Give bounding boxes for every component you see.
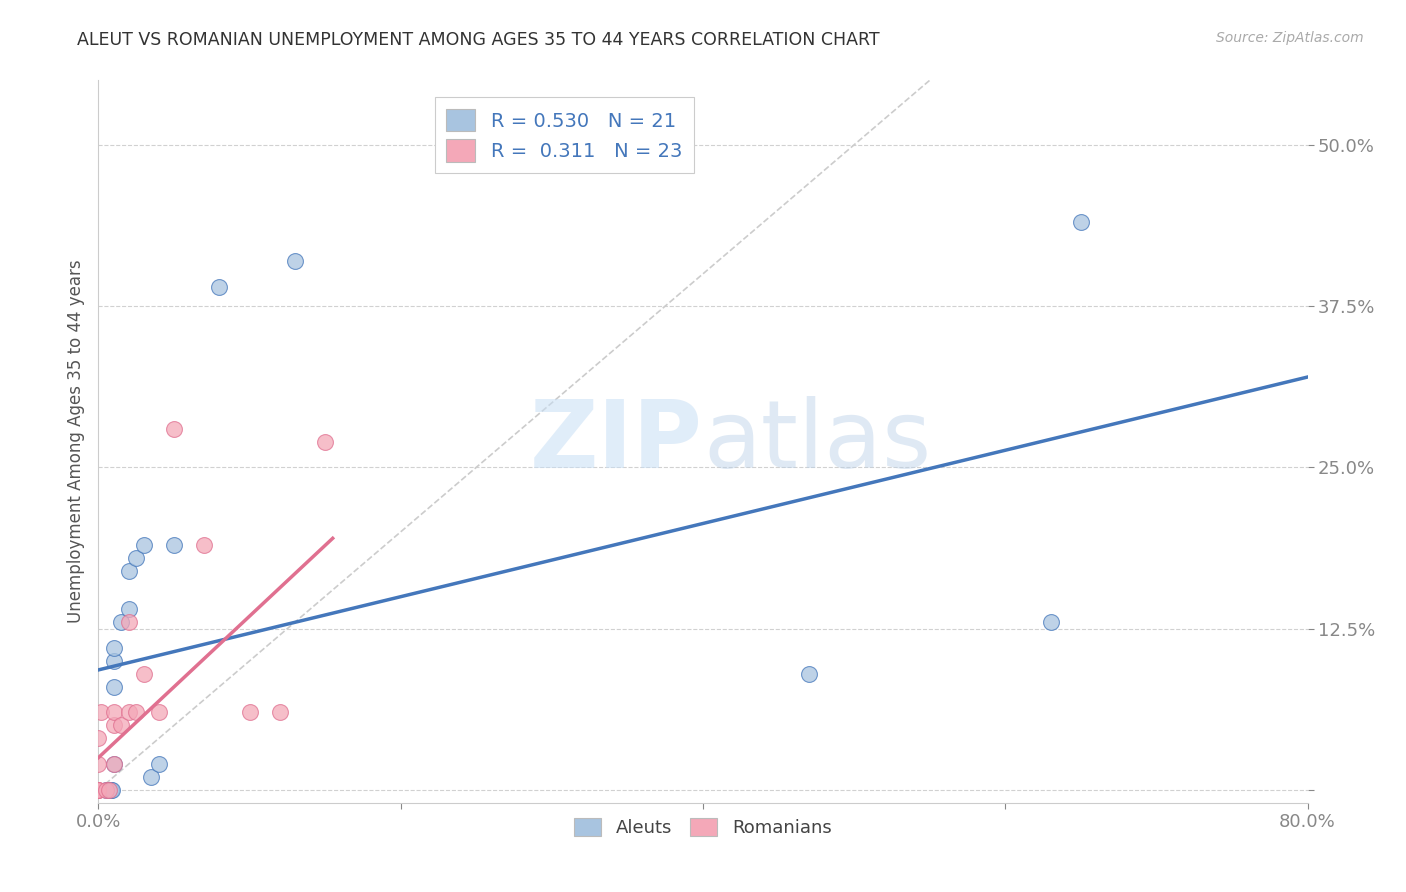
Point [125, 706, 148, 720]
Point [118, 564, 141, 578]
Point [163, 422, 186, 436]
Point [208, 279, 231, 293]
Point [98, 783, 121, 797]
Text: Source: ZipAtlas.com: Source: ZipAtlas.com [1216, 31, 1364, 45]
Point [125, 550, 148, 565]
Point [1039, 615, 1062, 630]
Text: atlas: atlas [703, 395, 931, 488]
Point [98, 783, 121, 797]
Point [239, 706, 262, 720]
Point [94, 783, 117, 797]
Point [103, 706, 125, 720]
Point [103, 757, 125, 772]
Point [87, 783, 110, 797]
Point [87, 783, 110, 797]
Point [148, 706, 170, 720]
Point [132, 538, 155, 552]
Point [132, 666, 155, 681]
Point [110, 718, 132, 732]
Point [103, 680, 125, 694]
Point [118, 706, 141, 720]
Point [314, 434, 336, 449]
Point [284, 254, 307, 268]
Point [94, 783, 117, 797]
Point [163, 538, 186, 552]
Point [87, 783, 110, 797]
Point [103, 640, 125, 655]
Point [101, 783, 124, 797]
Legend: Aleuts, Romanians: Aleuts, Romanians [567, 811, 839, 845]
Point [90, 706, 112, 720]
Point [193, 538, 215, 552]
Point [87, 783, 110, 797]
Point [118, 602, 141, 616]
Point [148, 757, 170, 772]
Point [141, 770, 163, 784]
Text: ZIP: ZIP [530, 395, 703, 488]
Point [103, 654, 125, 668]
Y-axis label: Unemployment Among Ages 35 to 44 years: Unemployment Among Ages 35 to 44 years [66, 260, 84, 624]
Point [118, 615, 141, 630]
Point [110, 615, 132, 630]
Text: ALEUT VS ROMANIAN UNEMPLOYMENT AMONG AGES 35 TO 44 YEARS CORRELATION CHART: ALEUT VS ROMANIAN UNEMPLOYMENT AMONG AGE… [77, 31, 880, 49]
Point [269, 706, 291, 720]
Point [103, 718, 125, 732]
Point [1070, 215, 1092, 229]
Point [797, 666, 820, 681]
Point [87, 731, 110, 746]
Point [100, 783, 122, 797]
Point [87, 757, 110, 772]
Point [103, 757, 125, 772]
